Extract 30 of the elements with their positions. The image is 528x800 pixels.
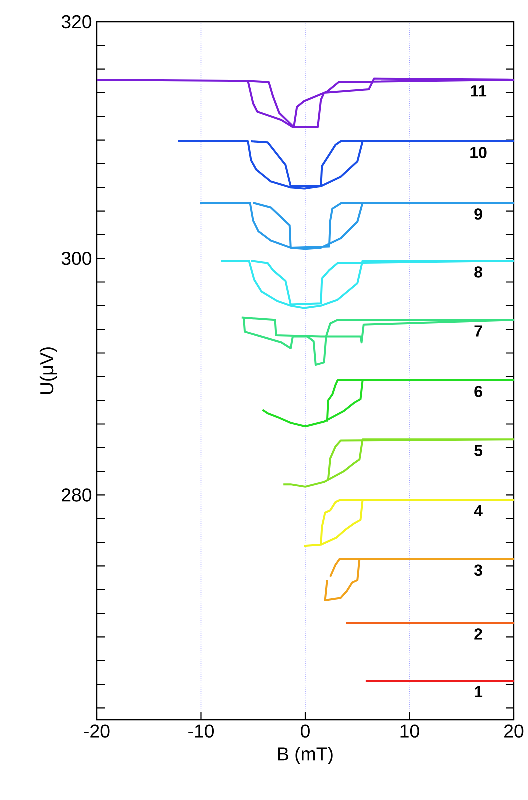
x-axis-title: B (mT) (278, 747, 333, 764)
series-label: 3 (474, 564, 482, 576)
x-tick-label: 0 (301, 724, 310, 738)
line-series (262, 379, 514, 428)
series-label: 10 (470, 147, 487, 158)
series-label: 6 (474, 386, 482, 398)
series-label: 7 (474, 326, 482, 337)
y-axis-title: U(μV) (40, 348, 58, 394)
x-tick-label: -20 (84, 724, 110, 738)
series-label: 11 (471, 86, 487, 97)
line-series (303, 498, 514, 548)
series-label: 4 (474, 506, 483, 517)
line-series (177, 140, 514, 190)
y-tick-label: 320 (62, 15, 92, 29)
line-series (220, 260, 514, 310)
series-label: 5 (474, 445, 483, 456)
line-series (282, 438, 514, 488)
x-tick-label: 10 (400, 724, 420, 738)
y-tick-label: 300 (62, 252, 92, 266)
line-series (199, 202, 514, 250)
line-series (96, 78, 514, 128)
series-label: 1 (475, 686, 483, 698)
series-label: 9 (474, 208, 482, 220)
series-label: 8 (474, 266, 482, 278)
line-series (240, 316, 514, 366)
x-tick-label: 20 (504, 724, 524, 738)
line-series (324, 558, 514, 602)
series-label: 2 (474, 628, 482, 640)
y-tick-label: 280 (62, 488, 92, 502)
x-tick-label: -10 (188, 724, 214, 738)
